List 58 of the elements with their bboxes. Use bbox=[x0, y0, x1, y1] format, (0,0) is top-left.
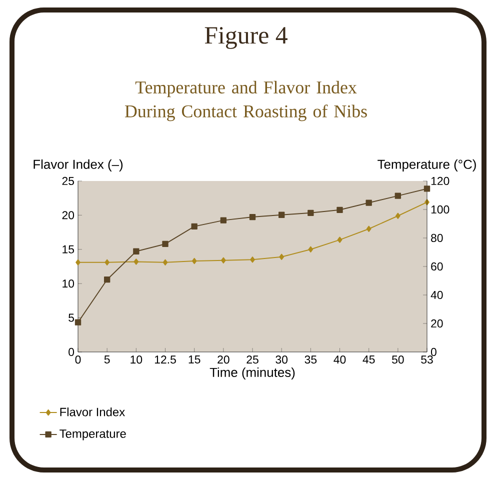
point bbox=[366, 226, 372, 232]
y-tick-label: 25 bbox=[62, 176, 74, 186]
x-tick-label: 12.5 bbox=[154, 356, 176, 364]
x-tick-label: 20 bbox=[218, 356, 230, 364]
legend-label: Temperature bbox=[60, 430, 126, 440]
y-axis-title: Flavor Index (–) bbox=[34, 159, 123, 172]
y2-tick-label: 100 bbox=[431, 205, 450, 214]
x-tick-label: 10 bbox=[130, 356, 142, 364]
point bbox=[162, 259, 168, 266]
y2-tick-label: 0 bbox=[430, 348, 436, 356]
legend-label: Flavor Index bbox=[60, 407, 125, 416]
point bbox=[192, 258, 197, 264]
point bbox=[220, 217, 227, 224]
point bbox=[220, 257, 226, 264]
x-tick-label: 53 bbox=[421, 356, 433, 364]
point bbox=[308, 246, 314, 252]
chart-subtitle: Temperature and Flavor Index During Contact Roasting of Nibs bbox=[124, 80, 367, 122]
x-tick-label: 0 bbox=[75, 356, 81, 364]
y-tick-label: 5 bbox=[68, 314, 74, 322]
chart-title: Figure 4 bbox=[204, 27, 288, 49]
point bbox=[366, 200, 372, 206]
point bbox=[191, 223, 198, 230]
x-axis-title: Time (minutes) bbox=[210, 367, 295, 380]
x-tick-label: 40 bbox=[334, 356, 346, 364]
y-tick-label: 0 bbox=[68, 348, 74, 356]
point bbox=[395, 212, 400, 219]
point bbox=[424, 186, 430, 192]
y2-tick-label: 20 bbox=[431, 319, 443, 328]
y-tick-label: 20 bbox=[62, 211, 74, 220]
y2-tick-label: 80 bbox=[431, 234, 443, 242]
y2-axis-title: Temperature (°C) bbox=[378, 159, 476, 172]
point bbox=[76, 259, 80, 266]
point bbox=[249, 214, 256, 220]
point bbox=[337, 236, 342, 243]
x-tick-label: 15 bbox=[188, 356, 200, 364]
point bbox=[104, 259, 110, 266]
point bbox=[162, 240, 168, 248]
y2-tick-label: 60 bbox=[431, 262, 443, 271]
x-tick-label: 30 bbox=[276, 356, 288, 364]
point bbox=[279, 254, 284, 260]
x-tick-label: 45 bbox=[362, 356, 375, 364]
x-tick-label: 50 bbox=[392, 356, 404, 364]
y2-tick-label: 120 bbox=[431, 176, 450, 186]
x-tick-label: 35 bbox=[304, 356, 317, 364]
x-tick-label: 5 bbox=[104, 356, 110, 364]
point bbox=[104, 276, 110, 283]
point bbox=[336, 206, 343, 214]
point bbox=[250, 256, 255, 263]
y-tick-label: 15 bbox=[62, 245, 74, 254]
x-tick-label: 25 bbox=[246, 356, 258, 364]
y2-tick-label: 40 bbox=[430, 290, 443, 300]
point bbox=[74, 319, 82, 326]
point bbox=[308, 210, 314, 216]
point bbox=[133, 248, 140, 254]
point bbox=[394, 192, 402, 199]
point bbox=[134, 258, 139, 265]
y-tick-label: 10 bbox=[62, 280, 74, 288]
point bbox=[278, 212, 285, 218]
